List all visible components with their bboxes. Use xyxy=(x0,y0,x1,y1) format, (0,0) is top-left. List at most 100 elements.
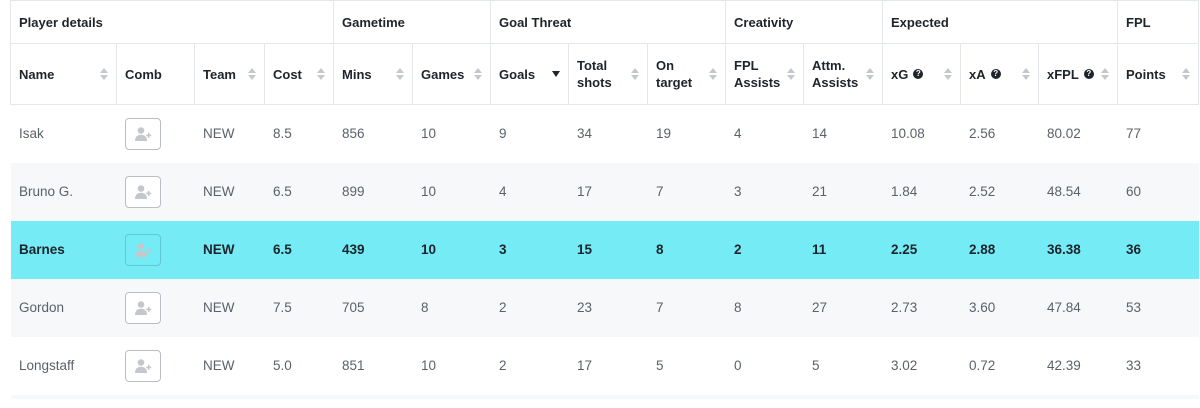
cell-goals: 9 xyxy=(490,104,569,163)
cell-name[interactable]: Gordon xyxy=(10,278,117,337)
sort-arrows-icon[interactable] xyxy=(1022,68,1031,80)
cell-name[interactable]: Isak xyxy=(10,104,117,163)
header-attm-assists-label: Attm. Assists xyxy=(812,58,859,90)
question-circle-icon[interactable]: ? xyxy=(990,69,1001,79)
cell-xfpl: 42.39 xyxy=(1038,336,1118,395)
add-user-button[interactable] xyxy=(125,349,161,382)
cell-team: NEW xyxy=(194,278,265,337)
cell-team: NEW xyxy=(194,336,265,395)
cell-comb xyxy=(116,336,195,395)
table-row[interactable]: Barnes NEW 6.5 439 10 3 15 8 2 11 2.25 2.88 36.38 36 xyxy=(10,220,1199,279)
cell-xa: 2.88 xyxy=(960,220,1039,279)
header-fpl-assists[interactable]: FPL Assists xyxy=(725,43,805,105)
header-games-label: Games xyxy=(421,66,465,82)
add-user-icon xyxy=(134,126,152,142)
sort-arrows-icon[interactable] xyxy=(944,68,953,80)
cell-cost: 5.0 xyxy=(264,336,334,395)
add-user-icon xyxy=(134,358,152,374)
question-circle-icon[interactable]: ? xyxy=(913,69,924,79)
group-creativity: Creativity xyxy=(725,0,884,44)
table-row[interactable]: Gordon NEW 7.5 705 8 2 23 7 8 27 2.73 3.60 47.84 53 xyxy=(10,278,1199,337)
header-on-target[interactable]: On target xyxy=(647,43,727,105)
cell-xg: 2.25 xyxy=(882,220,961,279)
add-user-icon xyxy=(134,300,152,316)
cell-comb xyxy=(116,220,195,279)
cell-total-shots: 17 xyxy=(568,162,648,221)
group-fpl: FPL xyxy=(1117,0,1200,44)
sort-arrows-icon[interactable] xyxy=(317,68,326,80)
cell-xfpl: 80.02 xyxy=(1038,104,1118,163)
cell-team: NEW xyxy=(194,162,265,221)
question-circle-icon[interactable]: ? xyxy=(1083,69,1094,79)
cell-xg: 2.73 xyxy=(882,278,961,337)
sort-arrows-icon[interactable] xyxy=(396,68,405,80)
header-cost-label: Cost xyxy=(273,66,302,82)
sort-arrows-icon[interactable] xyxy=(866,68,875,80)
cell-xa: 0.72 xyxy=(960,336,1039,395)
header-goals[interactable]: Goals xyxy=(490,43,570,105)
header-fpl-assists-label: FPL Assists xyxy=(734,58,781,90)
table-row[interactable]: Bruno G. NEW 6.5 899 10 4 17 7 3 21 1.84 2.52 48.54 6… xyxy=(10,162,1199,221)
cell-attm-assists: 21 xyxy=(803,162,883,221)
cell-goals: 2 xyxy=(490,336,569,395)
sort-arrows-icon[interactable] xyxy=(1101,68,1110,80)
header-on-target-label: On target xyxy=(656,58,693,90)
cell-comb xyxy=(116,278,195,337)
cell-fpl-assists: 2 xyxy=(725,220,804,279)
header-games[interactable]: Games xyxy=(412,43,492,105)
cell-points: 33 xyxy=(1117,336,1199,395)
header-xg[interactable]: xG? xyxy=(882,43,962,105)
header-xfpl[interactable]: xFPL? xyxy=(1038,43,1119,105)
header-cost[interactable]: Cost xyxy=(263,43,335,105)
header-xg-label: xG xyxy=(891,66,909,82)
header-mins-label: Mins xyxy=(342,66,372,82)
sort-arrows-icon[interactable] xyxy=(631,68,640,80)
header-total-shots[interactable]: Total shots xyxy=(568,43,649,105)
cell-fpl-assists: 8 xyxy=(725,278,804,337)
column-group-row: Player details Gametime Goal Threat Crea… xyxy=(9,0,1200,44)
cell-name[interactable]: Barnes xyxy=(10,220,117,279)
cell-name[interactable]: Longstaff xyxy=(10,336,117,395)
cell-fpl-assists: 0 xyxy=(725,336,804,395)
group-gametime: Gametime xyxy=(333,0,492,44)
cell-games: 8 xyxy=(412,278,491,337)
table-row[interactable]: Isak NEW 8.5 856 10 9 34 19 4 14 10.08 2.56 80.02 77 xyxy=(10,104,1199,163)
header-comb-label: Comb xyxy=(125,66,162,82)
header-team[interactable]: Team xyxy=(194,43,265,105)
header-points[interactable]: Points xyxy=(1117,43,1200,105)
cell-fpl-assists: 4 xyxy=(725,104,804,163)
cell-comb xyxy=(116,104,195,163)
add-user-icon xyxy=(134,242,152,258)
cell-cost: 7.5 xyxy=(264,278,334,337)
cell-games: 10 xyxy=(412,336,491,395)
cell-on-target: 8 xyxy=(647,220,726,279)
cell-total-shots: 34 xyxy=(568,104,648,163)
header-attm-assists[interactable]: Attm. Assists xyxy=(803,43,884,105)
header-name[interactable]: Name xyxy=(10,43,117,105)
cell-xfpl: 36.38 xyxy=(1038,220,1118,279)
header-comb: Comb xyxy=(116,43,195,105)
header-xa[interactable]: xA? xyxy=(960,43,1040,105)
add-user-icon xyxy=(134,184,152,200)
cell-name[interactable]: Bruno G. xyxy=(10,162,117,221)
sort-arrows-icon[interactable] xyxy=(787,68,796,80)
add-user-button[interactable] xyxy=(125,233,161,266)
sort-arrows-icon[interactable] xyxy=(100,68,108,80)
table-row[interactable]: Longstaff NEW 5.0 851 10 2 17 5 0 5 3.02 0.72 42.39 3… xyxy=(10,336,1199,395)
sort-arrows-icon[interactable] xyxy=(474,68,483,80)
add-user-button[interactable] xyxy=(125,291,161,324)
sort-arrows-icon[interactable] xyxy=(1182,68,1191,80)
header-name-label: Name xyxy=(19,66,55,82)
sort-arrows-icon[interactable] xyxy=(709,68,718,80)
header-team-label: Team xyxy=(203,66,236,82)
cell-mins: 851 xyxy=(333,336,413,395)
cell-total-shots: 23 xyxy=(568,278,648,337)
sort-arrows-icon[interactable] xyxy=(248,68,256,80)
add-user-button[interactable] xyxy=(125,175,161,208)
cell-games: 10 xyxy=(412,220,491,279)
cell-total-shots: 17 xyxy=(568,336,648,395)
cell-goals: 2 xyxy=(490,278,569,337)
sort-desc-icon[interactable] xyxy=(552,71,561,77)
add-user-button[interactable] xyxy=(125,117,161,150)
header-mins[interactable]: Mins xyxy=(333,43,414,105)
